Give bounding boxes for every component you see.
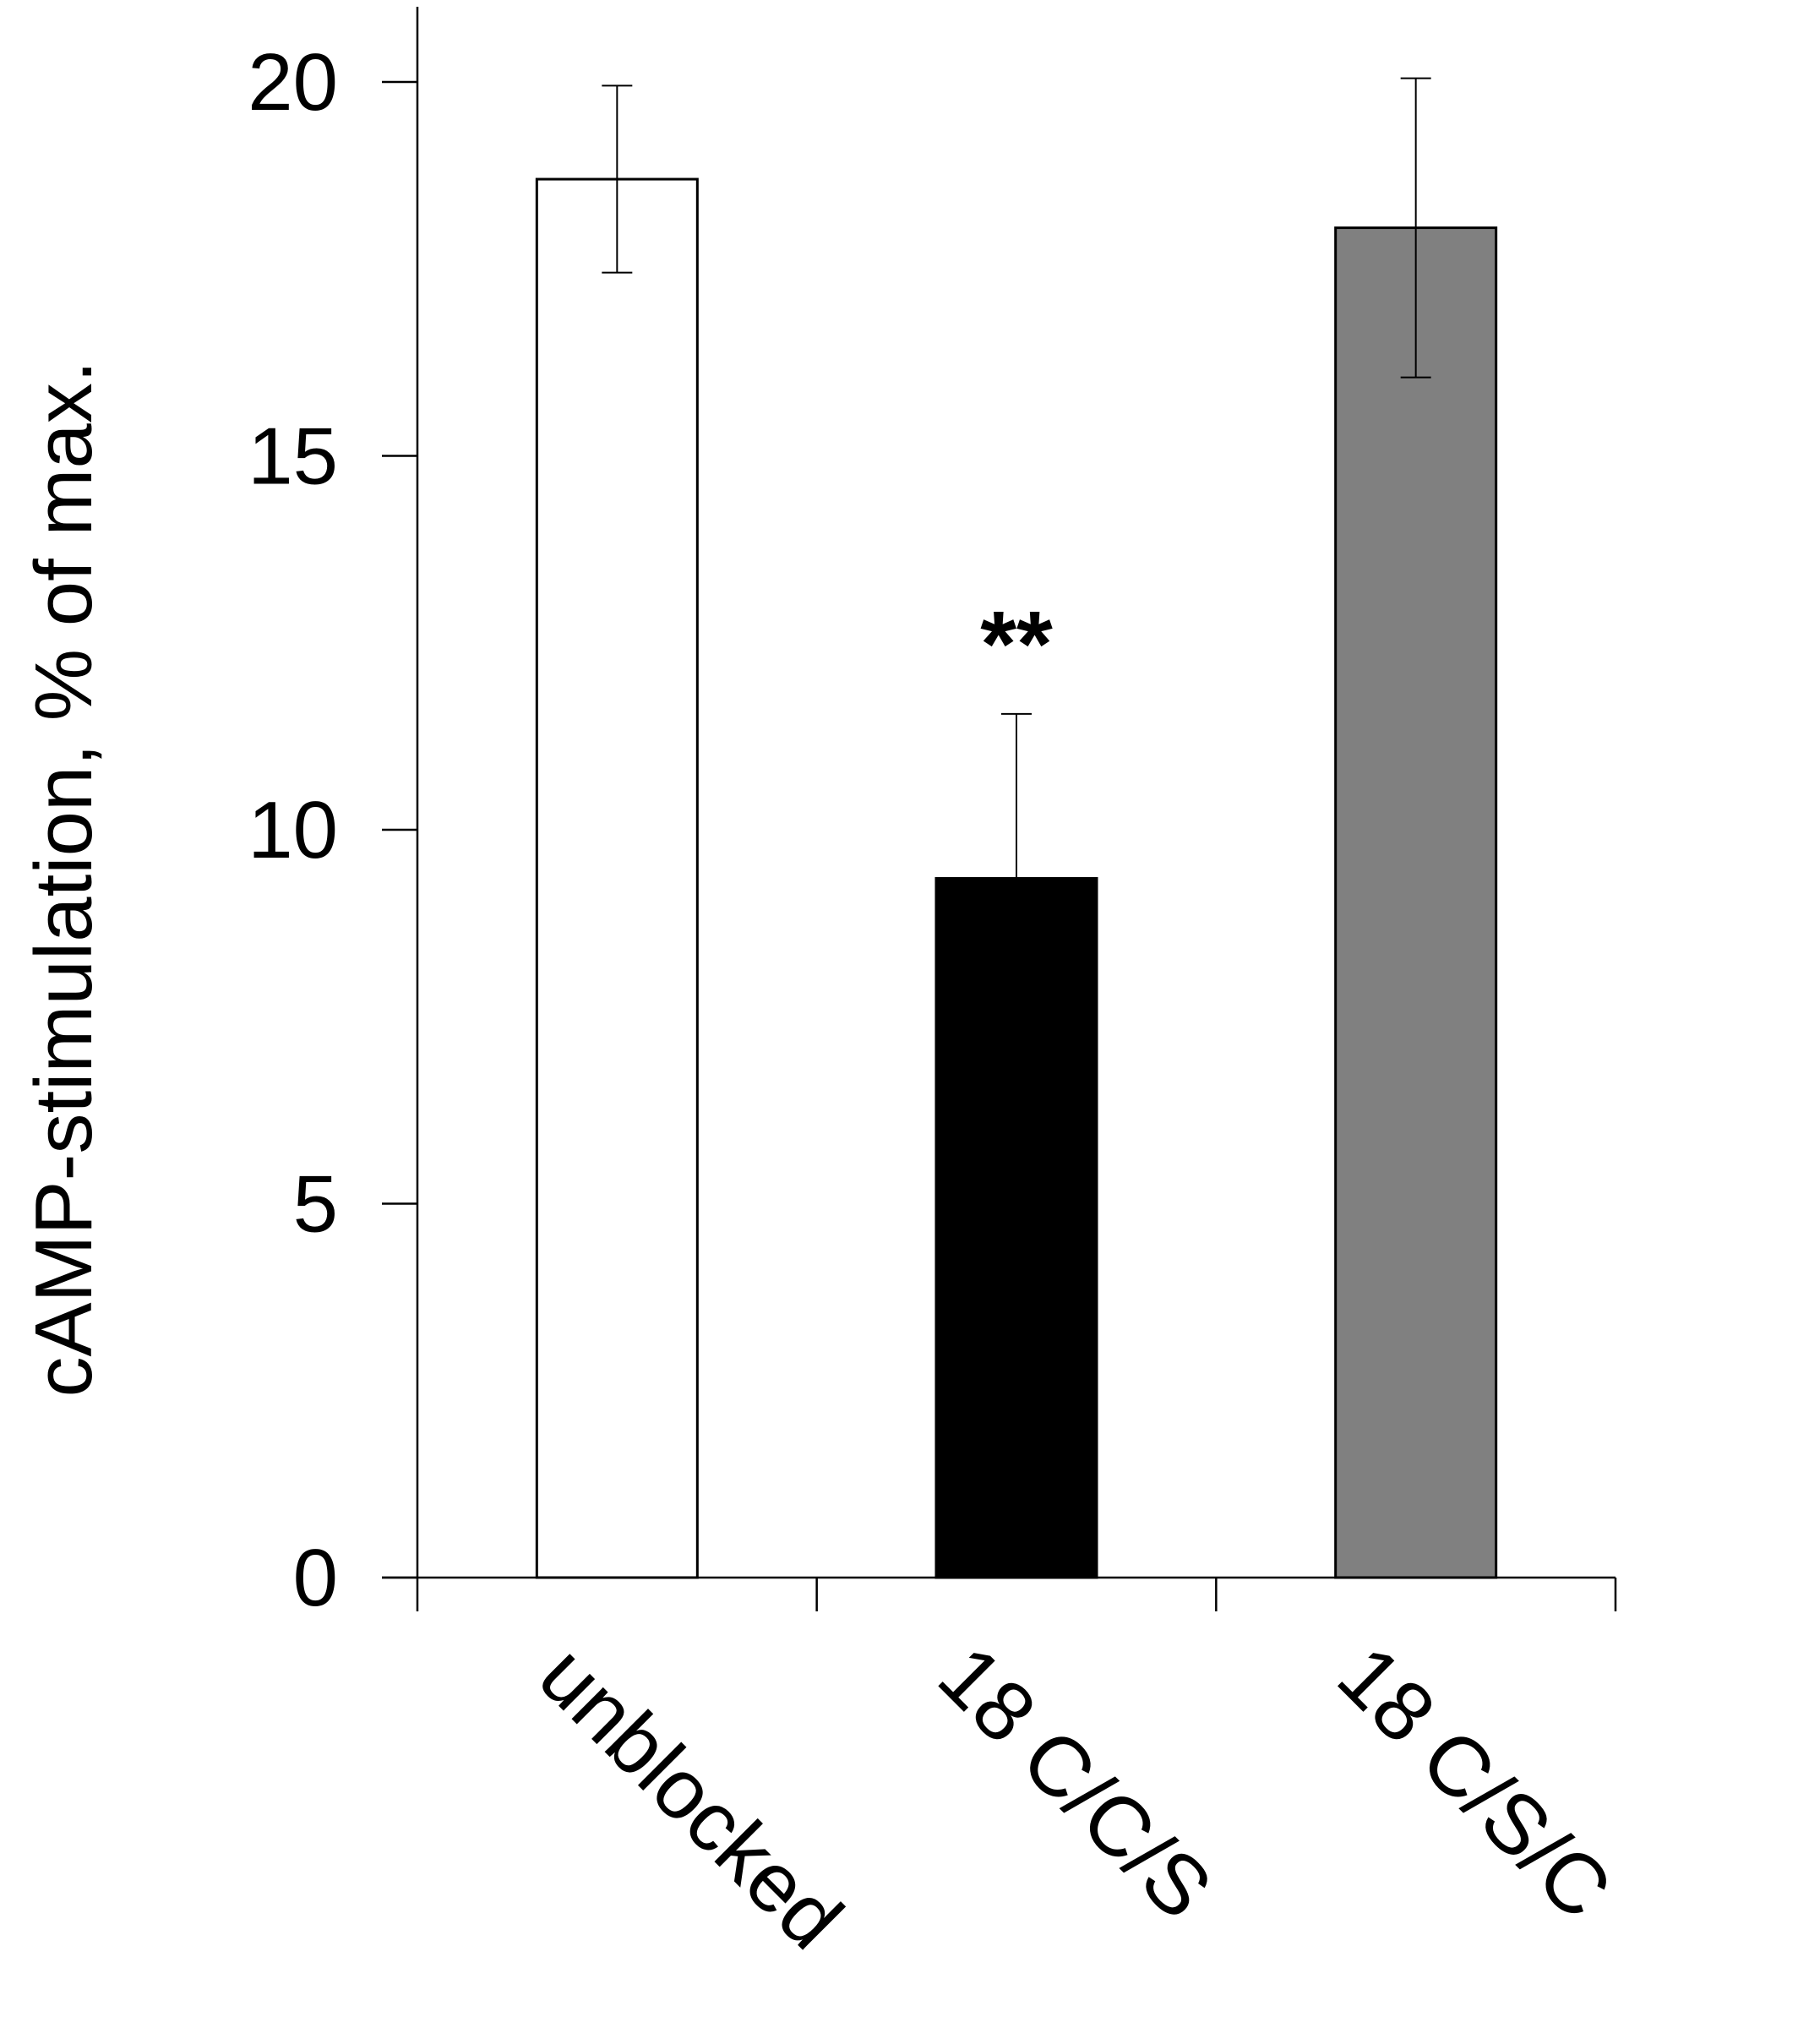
x-tick-label: 18 C/S/C xyxy=(1320,1627,1629,1937)
y-ticks: 0 5 10 15 20 xyxy=(248,37,417,1623)
x-tick-label: unblocked xyxy=(521,1627,861,1967)
bar xyxy=(535,177,699,1579)
y-tick-label: 10 xyxy=(248,785,338,875)
annotations: ** xyxy=(980,592,1053,696)
bars xyxy=(535,177,1498,1579)
y-tick-label: 0 xyxy=(293,1533,338,1623)
significance-marker: ** xyxy=(980,592,1053,696)
x-tick-labels: unblocked 18 C/C/S 18 C/S/C xyxy=(521,1627,1629,1967)
y-axis-label: cAMP-stimulation, % of max. xyxy=(19,361,109,1398)
x-ticks xyxy=(815,1578,1617,1611)
bar xyxy=(1334,226,1498,1579)
error-bars xyxy=(602,77,1431,1044)
y-tick-label: 20 xyxy=(248,37,338,128)
x-tick-label: 18 C/C/S xyxy=(920,1627,1229,1937)
y-tick-label: 15 xyxy=(248,412,338,502)
y-tick-label: 5 xyxy=(293,1159,338,1250)
